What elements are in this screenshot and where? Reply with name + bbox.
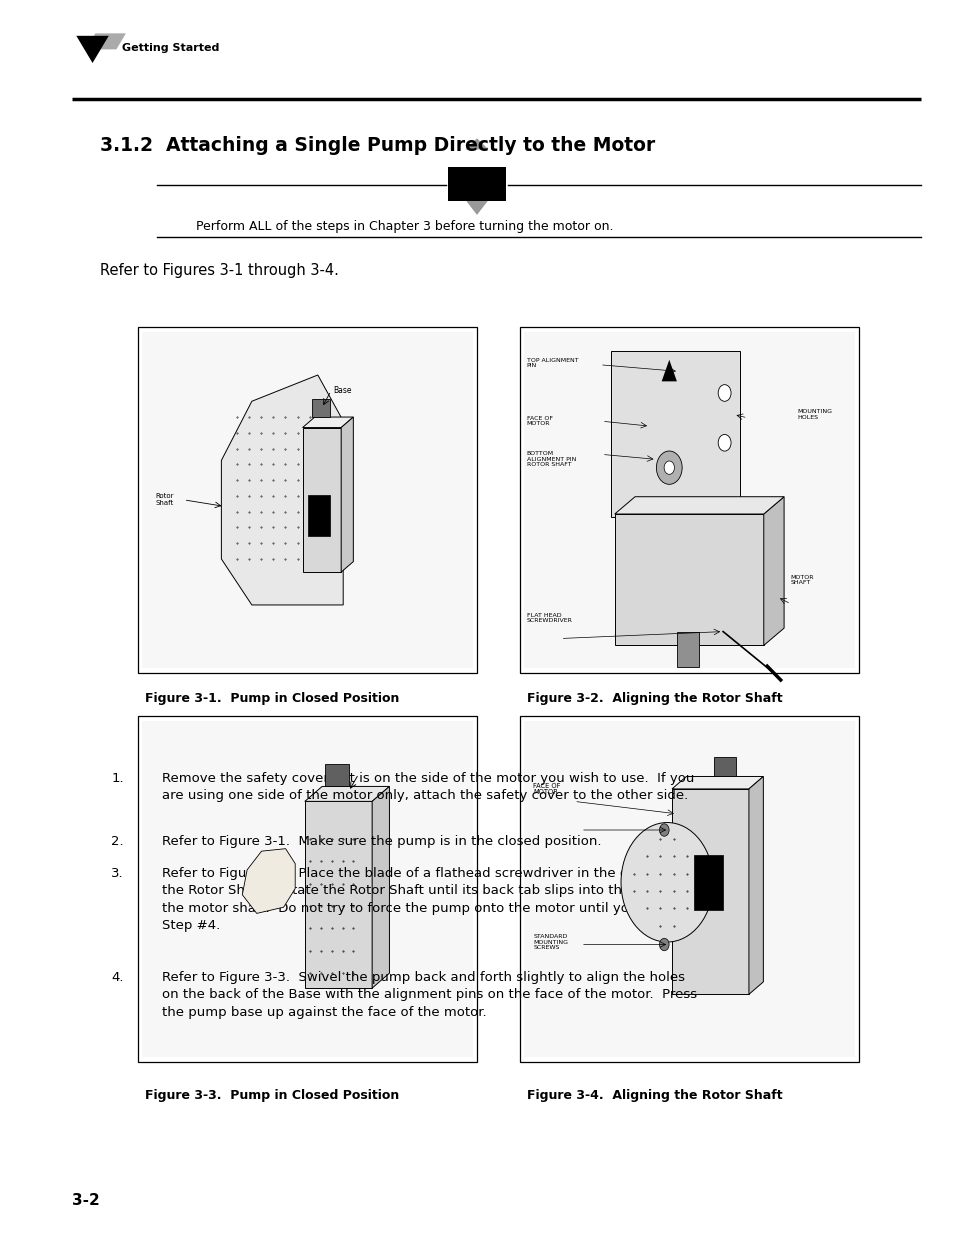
Bar	[302, 427, 341, 572]
Polygon shape	[305, 787, 389, 802]
Bar	[519, 327, 858, 673]
Polygon shape	[661, 359, 677, 382]
Polygon shape	[614, 496, 783, 514]
Bar	[523, 332, 854, 668]
Bar	[138, 716, 476, 1062]
Bar	[325, 764, 348, 787]
Text: Getting Started: Getting Started	[122, 43, 219, 53]
Bar	[519, 716, 858, 1062]
Polygon shape	[242, 848, 294, 914]
Text: TOP ALIGNMENT
PIN: TOP ALIGNMENT PIN	[526, 358, 578, 368]
Bar	[142, 721, 473, 1057]
Text: MOTOR
SHAFT: MOTOR SHAFT	[790, 574, 814, 585]
Text: BOTTOM
ALIGNMENT PIN
ROTOR SHAFT: BOTTOM ALIGNMENT PIN ROTOR SHAFT	[526, 452, 576, 467]
Polygon shape	[671, 777, 762, 789]
Circle shape	[656, 451, 681, 484]
Text: FACE OF
MOTOR: FACE OF MOTOR	[526, 416, 552, 426]
Text: 3.1.2  Attaching a Single Pump Directly to the Motor: 3.1.2 Attaching a Single Pump Directly t…	[100, 136, 655, 154]
Text: 2.: 2.	[112, 835, 124, 848]
Bar	[614, 514, 763, 646]
Text: Refer to Figures 3-1 through 3-4.: Refer to Figures 3-1 through 3-4.	[100, 263, 338, 278]
Bar	[523, 721, 854, 1057]
Bar	[714, 757, 735, 777]
Polygon shape	[302, 417, 353, 427]
Polygon shape	[341, 417, 353, 572]
Text: Figure 3-4.  Aligning the Rotor Shaft: Figure 3-4. Aligning the Rotor Shaft	[526, 1089, 781, 1103]
Polygon shape	[763, 496, 783, 646]
Text: Refer to Figure 3-2.  Place the blade of a flathead screwdriver in the groove of: Refer to Figure 3-2. Place the blade of …	[162, 867, 698, 932]
Bar	[671, 789, 748, 994]
Text: FACE OF
MOTOR: FACE OF MOTOR	[533, 783, 560, 795]
Text: Perform ALL of the steps in Chapter 3 before turning the motor on.: Perform ALL of the steps in Chapter 3 be…	[195, 220, 613, 233]
Text: 3.: 3.	[112, 867, 124, 881]
Text: FLAT HEAD
SCREWDRIVER: FLAT HEAD SCREWDRIVER	[526, 613, 572, 622]
Circle shape	[620, 823, 713, 942]
Text: MOUNTING
HOLES: MOUNTING HOLES	[797, 409, 832, 420]
Bar	[308, 495, 329, 536]
Circle shape	[663, 461, 674, 474]
Circle shape	[659, 939, 668, 951]
Text: Refer to Figure 3-3.  Swivel the pump back and forth slightly to align the holes: Refer to Figure 3-3. Swivel the pump bac…	[162, 971, 697, 1019]
Circle shape	[718, 384, 730, 401]
Polygon shape	[86, 33, 126, 49]
Text: Remove the safety cover if it is on the side of the motor you wish to use.  If y: Remove the safety cover if it is on the …	[162, 772, 694, 803]
Bar	[677, 632, 699, 667]
Bar	[448, 167, 505, 201]
Polygon shape	[221, 375, 343, 605]
Text: Refer to Figure 3-1.  Make sure the pump is in the closed position.: Refer to Figure 3-1. Make sure the pump …	[162, 835, 601, 848]
Bar	[611, 352, 740, 517]
Polygon shape	[76, 36, 109, 63]
Bar	[142, 332, 473, 668]
Text: Figure 3-2.  Aligning the Rotor Shaft: Figure 3-2. Aligning the Rotor Shaft	[526, 692, 781, 705]
Text: Figure 3-3.  Pump in Closed Position: Figure 3-3. Pump in Closed Position	[145, 1089, 399, 1103]
Text: Figure 3-1.  Pump in Closed Position: Figure 3-1. Pump in Closed Position	[145, 692, 399, 705]
Text: Rotor
Shaft: Rotor Shaft	[155, 493, 173, 506]
Bar	[305, 802, 372, 988]
Text: STANDARD
MOUNTING
SCREWS: STANDARD MOUNTING SCREWS	[533, 934, 568, 950]
Polygon shape	[748, 777, 762, 994]
Text: 3-2: 3-2	[71, 1193, 99, 1208]
Polygon shape	[465, 200, 488, 215]
Bar	[138, 327, 476, 673]
Text: 4.: 4.	[112, 971, 124, 984]
Text: Base: Base	[333, 387, 351, 395]
Circle shape	[718, 435, 730, 451]
Polygon shape	[372, 787, 389, 988]
Text: 1.: 1.	[112, 772, 124, 785]
Circle shape	[659, 824, 668, 836]
Bar	[312, 399, 329, 417]
Bar	[693, 855, 722, 910]
Polygon shape	[465, 138, 488, 149]
